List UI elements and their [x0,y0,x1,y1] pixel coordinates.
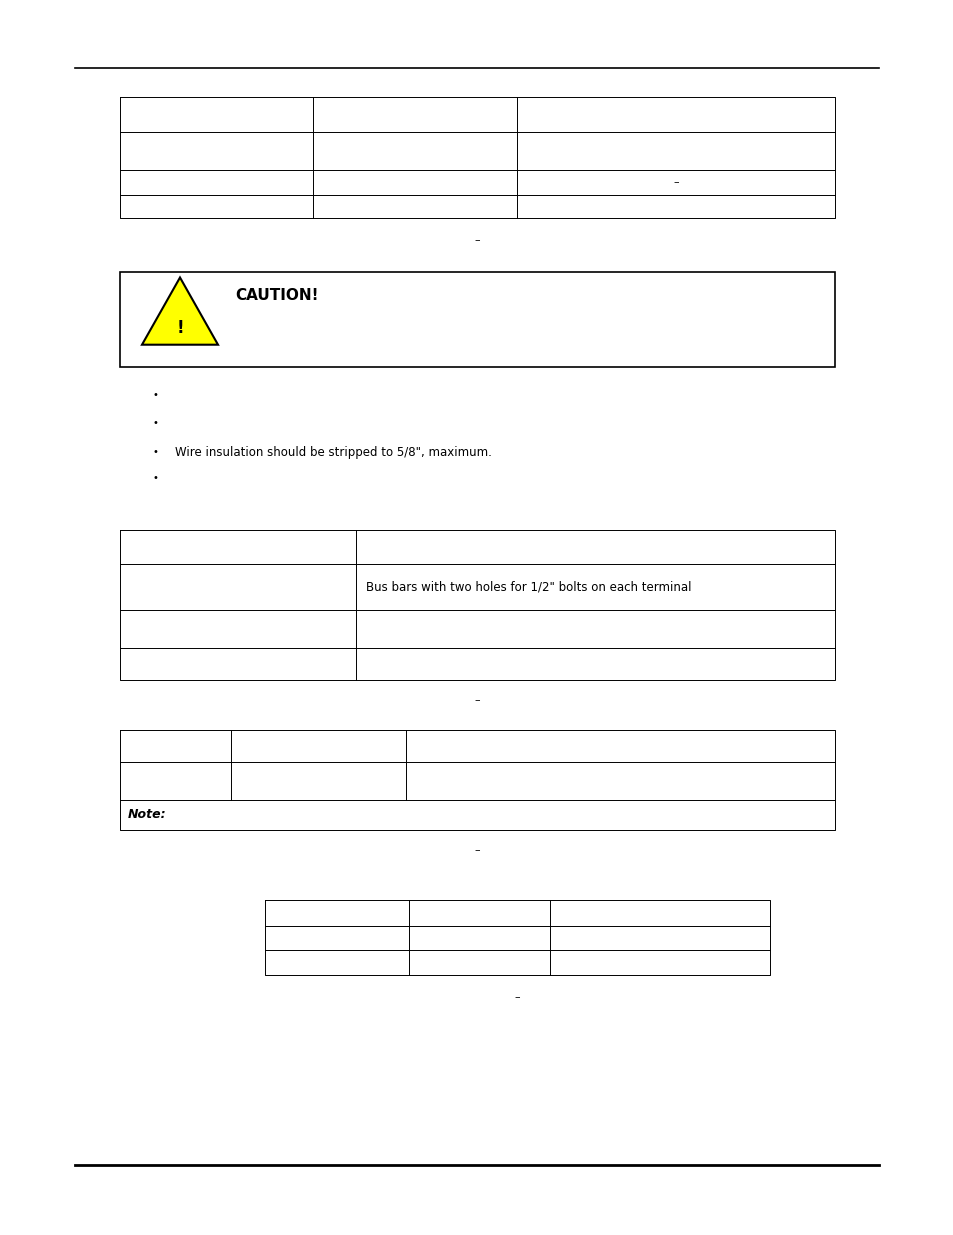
Text: –: – [475,695,479,705]
Text: •: • [152,390,158,400]
Text: –: – [475,235,479,245]
Text: !: ! [176,319,184,336]
Bar [120,272,834,367]
Polygon shape [142,278,218,345]
Text: –: – [475,845,479,855]
Text: •: • [152,417,158,429]
Text: Note:: Note: [128,809,167,821]
Text: Bus bars with two holes for 1/2" bolts on each terminal: Bus bars with two holes for 1/2" bolts o… [366,580,691,594]
Text: CAUTION!: CAUTION! [234,288,318,303]
Text: Wire insulation should be stripped to 5/8", maximum.: Wire insulation should be stripped to 5/… [174,446,492,458]
Text: –: – [515,992,519,1002]
Text: •: • [152,447,158,457]
Text: •: • [152,473,158,483]
Text: –: – [673,178,678,188]
